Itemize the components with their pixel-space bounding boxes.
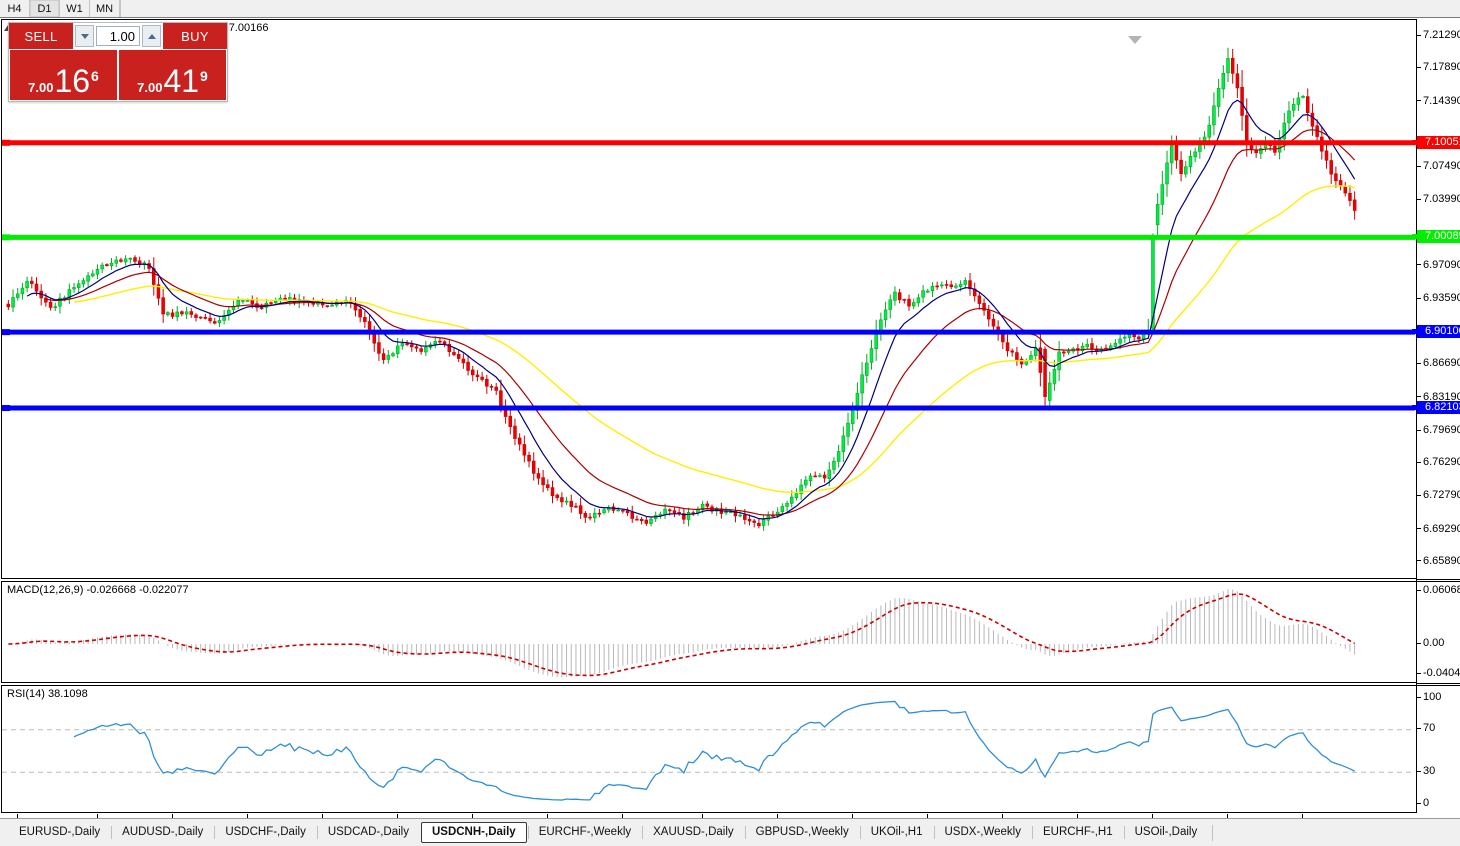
price-badge-resistance[interactable]: 7.10051 [1412,135,1460,149]
macd-tick-top: 0.060687 [1417,584,1460,596]
buy-button[interactable]: BUY [163,23,227,49]
price-badge-support-lower[interactable]: 6.82103 [1412,401,1460,414]
symbol-tab-usdchfdaily[interactable]: USDCHF-,Daily [214,822,317,843]
price-pane[interactable] [1,19,1416,579]
sell-price-fraction: 6 [91,68,99,84]
price-tick-7-17890: 7.17890 [1417,61,1460,73]
rsi-label: RSI(14) 38.1098 [7,688,88,700]
symbol-tab-ukoilh1[interactable]: UKOil-,H1 [859,822,934,843]
time-tick [16,814,18,818]
rsi-pane[interactable]: RSI(14) 38.1098 [1,685,1416,813]
macd-tick-zero: 0.00 [1417,637,1444,649]
one-click-trading-panel[interactable]: SELL 1.00 BUY 7.00 16 6 7.00 41 9 [8,22,228,102]
buy-price-button[interactable]: 7.00 41 9 [119,50,226,100]
volume-increase-icon[interactable] [142,25,161,47]
price-badge-current[interactable]: 7.00089 [1412,230,1460,244]
time-tick [1151,814,1153,818]
tab-divider [1212,824,1214,841]
price-tick-7-14390: 7.14390 [1417,95,1460,107]
buy-price-fraction: 9 [200,68,208,84]
time-tick [701,814,703,818]
symbol-tab-bar[interactable]: EURUSD-,Daily AUDUSD-,Daily USDCHF-,Daily U… [0,818,1460,846]
time-tick [546,814,548,818]
time-tick [171,814,173,818]
sell-button[interactable]: SELL [9,23,73,49]
price-tick-6-76290: 6.76290 [1417,456,1460,468]
symbol-tab-usdcnhdaily[interactable]: USDCNH-,Daily [420,822,527,843]
sell-price-button[interactable]: 7.00 16 6 [10,50,118,100]
price-tick-7-03990: 7.03990 [1417,193,1460,205]
volume-input[interactable]: 1.00 [96,26,140,46]
macd-chart-svg [8,589,1356,678]
price-chart-svg [2,47,1415,531]
timeframe-button-d1[interactable]: D1 [30,0,60,17]
timeframe-button-mn[interactable]: MN [90,0,120,17]
volume-decrease-icon[interactable] [75,25,94,47]
price-tick-6-97090: 6.97090 [1417,259,1460,271]
symbol-tab-usoildaily[interactable]: USOil-,Daily [1123,822,1209,843]
timeframe-button-w1[interactable]: W1 [60,0,90,17]
time-tick [776,814,778,818]
symbol-tab-gbpusdweekly[interactable]: GBPUSD-,Weekly [744,822,860,843]
scale-divider [1417,579,1460,580]
price-tick-6-69290: 6.69290 [1417,523,1460,535]
chart-window[interactable]: USDCNH-,Daily 7.00563 7.00609 6.99763 7.… [0,17,1460,831]
time-tick [96,814,98,818]
price-tick-7-07490: 7.07490 [1417,160,1460,172]
timeframe-toolbar[interactable]: H4 D1 W1 MN [0,0,1460,18]
price-tick-6-86690: 6.86690 [1417,357,1460,369]
rsi-chart-svg [2,700,1415,801]
rsi-tick-30: 30 [1417,765,1435,777]
symbol-tab-xauusddaily[interactable]: XAUUSD-,Daily [642,822,745,843]
scale-divider [1417,683,1460,684]
time-tick [621,814,623,818]
time-tick [1227,814,1228,818]
time-tick [246,814,248,818]
one-click-trading-header: SELL 1.00 BUY [9,23,227,49]
symbol-tab-audusddaily[interactable]: AUDUSD-,Daily [111,822,214,843]
symbol-tab-eurchfh1[interactable]: EURCHF-,H1 [1031,822,1124,843]
macd-tick-bottom: -0.04043 [1417,667,1460,679]
price-tick-6-72790: 6.72790 [1417,489,1460,501]
symbol-tab-usdcaddaily[interactable]: USDCAD-,Daily [316,822,420,843]
price-tick-6-93590: 6.93590 [1417,292,1460,304]
scale-divider [1417,581,1460,582]
chart-scroll-marker-icon[interactable] [1128,36,1142,44]
price-tick-6-65890: 6.65890 [1417,555,1460,567]
sell-price-big: 16 [54,63,91,99]
symbol-tab-eurchfweekly[interactable]: EURCHF-,Weekly [527,822,642,843]
macd-pane[interactable]: MACD(12,26,9) -0.026668 -0.022077 [1,581,1416,683]
timeframe-button-h4[interactable]: H4 [0,0,30,17]
scale-divider [1417,685,1460,686]
price-tick-7-21290: 7.21290 [1417,29,1460,41]
price-badge-support-upper[interactable]: 6.90100 [1412,325,1460,339]
buy-price-prefix: 7.00 [137,80,163,95]
time-tick [471,814,473,818]
symbol-tab-eurusddaily[interactable]: EURUSD-,Daily [19,826,101,838]
time-tick [396,814,398,818]
rsi-tick-70: 70 [1417,722,1435,734]
time-tick [851,814,853,818]
time-tick [321,814,323,818]
macd-label: MACD(12,26,9) -0.026668 -0.022077 [7,584,189,596]
rsi-tick-0: 0 [1417,797,1429,809]
price-scale[interactable]: 7.21290 7.17890 7.14390 7.07490 7.03990 6.970… [1412,19,1460,813]
time-tick [1076,814,1078,818]
sell-price-prefix: 7.00 [28,80,54,95]
time-tick [1302,814,1304,818]
price-tick-6-79690: 6.79690 [1417,424,1460,436]
toolbar-spacer [120,0,1460,17]
price-tick-6-83190: 6.83190 [1417,391,1460,403]
symbol-tab-usdxweekly[interactable]: USDX-,Weekly [933,822,1032,843]
volume-stepper[interactable]: 1.00 [73,23,163,49]
buy-price-big: 41 [163,63,200,99]
time-tick [926,814,928,818]
rsi-tick-100: 100 [1417,691,1441,703]
time-tick [1001,814,1003,818]
